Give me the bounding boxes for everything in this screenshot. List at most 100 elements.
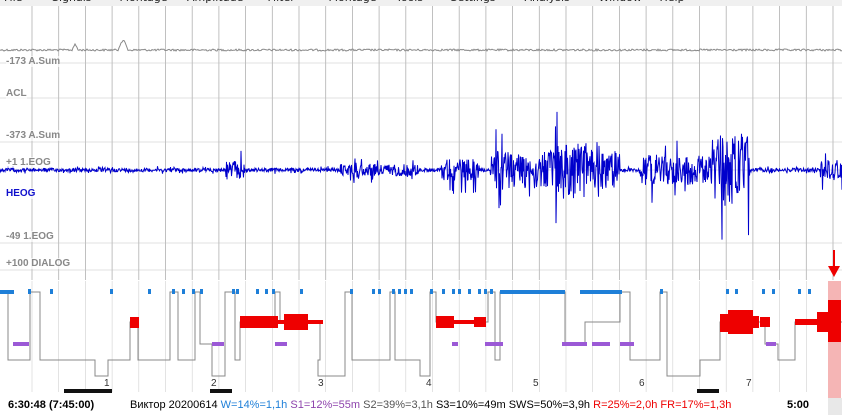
wake-tick [404,289,407,294]
hypnogram[interactable] [0,281,842,398]
rem-block [436,316,454,328]
channel-label-acl: ACL [6,88,27,99]
cursor-arrow-icon [828,250,840,277]
wake-tick [28,289,31,294]
wake-markers [0,289,811,294]
wake-tick [182,289,185,294]
wake-tick [265,289,268,294]
s1-segment [275,342,287,346]
rem-block [284,314,308,330]
end-time: 5:00 [787,399,810,411]
wake-tick [468,289,471,294]
wake-tick [660,289,663,294]
rem-block [454,320,474,324]
menu-item-2[interactable]: Montage [120,0,168,4]
rem-blocks [130,310,828,334]
stat-wake: W=14%=1,1h [220,399,288,411]
menu-item-7[interactable]: Settings [451,0,496,4]
status-bar: 6:30:48 (7:45:00) Виктор 20200614 W=14%=… [0,398,842,415]
wake-tick [232,289,235,294]
menu-item-3[interactable]: Amplitude [187,0,243,4]
wake-tick [410,289,413,294]
horizontal-scrollbar[interactable] [828,398,842,415]
start-time: 6:30:48 (7:45:00) [8,399,95,411]
wake-marker [580,290,622,294]
menu-item-8[interactable]: Analysis [525,0,570,4]
stat-s1: S1=12%=55m [290,399,361,411]
wake-tick [458,289,461,294]
wake-tick [272,289,275,294]
s1-segment [620,342,634,346]
wake-tick [350,289,353,294]
hour-label-4: 4 [426,378,432,389]
stat-sws: SWS=50%=3,9h [508,399,591,411]
wake-tick [236,289,239,294]
hypnogram-grid [31,281,834,392]
stat-rem: R=25%=2,0h [593,399,658,411]
wake-tick [148,289,151,294]
wake-tick [172,289,175,294]
hour-label-2: 2 [211,378,217,389]
rem-block [795,319,817,325]
patient-name: Виктор 20200614 [130,399,218,411]
wake-tick [300,289,303,294]
hour-bar [210,389,232,393]
wake-tick [484,289,487,294]
menu-item-10[interactable]: Help [660,0,685,4]
s1-segment [485,342,503,346]
channel-label-eog-2: -49 1.EOG [6,231,54,242]
wake-tick [735,289,738,294]
menu-item-6[interactable]: Tools [396,0,423,4]
wake-tick [398,289,401,294]
wake-tick [392,289,395,294]
hour-bar [64,389,112,393]
rem-block [728,310,753,334]
wake-tick [378,289,381,294]
wake-tick [372,289,375,294]
menu-item-0[interactable]: File [4,0,22,4]
s1-segment [452,342,458,346]
menu-item-9[interactable]: Window [599,0,642,4]
rem-block [474,317,486,327]
hour-label-1: 1 [104,378,110,389]
rem-block [278,320,284,324]
channel-label-asum-top: -173 A.Sum [6,56,61,67]
wake-tick [192,289,195,294]
s1-segment [212,342,224,346]
rem-block [817,312,828,332]
wake-tick [452,289,455,294]
stat-fr: FR=17%=1,3h [660,399,732,411]
wake-tick [726,289,729,294]
rem-block [308,320,323,324]
wake-tick [200,289,203,294]
hypnogram-line [0,291,842,377]
rem-block [130,317,139,328]
menu-item-4[interactable]: Filter [268,0,295,4]
channel-label-asum-2: -373 A.Sum [6,130,61,141]
s1-segment [562,342,587,346]
hour-label-5: 5 [533,378,539,389]
wake-tick [772,289,775,294]
wake-marker [500,290,565,294]
wake-tick [442,289,445,294]
wake-tick [762,289,765,294]
rem-block [720,314,728,332]
wake-tick [798,289,801,294]
stat-s3: S3=10%=49m [435,399,506,411]
cursor-rem-block [828,300,841,342]
wake-tick [478,289,481,294]
sleep-stats: Виктор 20200614 W=14%=1,1h S1=12%=55m S2… [130,398,731,413]
signal-panel[interactable] [0,6,842,280]
menu-item-1[interactable]: Signals [52,0,92,4]
channel-label-dialog: +100 DIALOG [6,258,71,269]
wake-tick [256,289,259,294]
wake-tick [808,289,811,294]
rem-block [240,316,278,328]
rem-block [753,316,759,328]
asum-trace [0,39,842,52]
hour-bar [697,389,719,393]
wake-tick [430,289,433,294]
s1-segments [13,342,776,346]
menu-item-5[interactable]: Montage [329,0,377,4]
wake-marker [0,290,14,294]
